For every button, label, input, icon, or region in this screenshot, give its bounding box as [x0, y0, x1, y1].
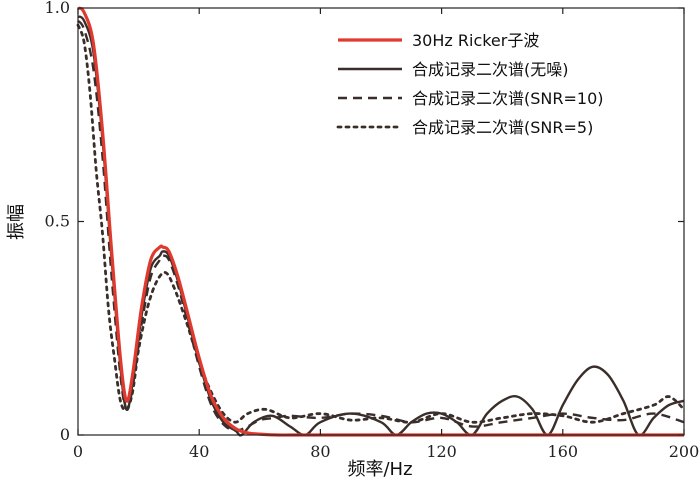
legend-label-0: 30Hz Ricker子波 [412, 31, 539, 50]
legend-label-1: 合成记录二次谱(无噪) [412, 60, 569, 79]
legend-label-2: 合成记录二次谱(SNR=10) [412, 89, 604, 108]
axes [77, 7, 685, 436]
y-tick-label: 1.0 [45, 0, 70, 17]
x-tick-label: 80 [310, 442, 330, 461]
x-tick-label: 200 [669, 442, 700, 461]
y-tick-label: 0 [60, 425, 70, 444]
series-line-0 [77, 6, 684, 437]
x-tick-label: 120 [426, 442, 457, 461]
tick-labels: 0 40 80 120 160 200 0 0.5 1.0 [45, 0, 700, 461]
series-line-3 [76, 23, 686, 424]
x-tick-label: 160 [548, 442, 579, 461]
x-tick-label: 0 [73, 442, 83, 461]
y-axis-label: 振幅 [6, 204, 27, 240]
series-line-2 [77, 19, 685, 432]
x-tick-label: 40 [189, 442, 209, 461]
legend-label-3: 合成记录二次谱(SNR=5) [412, 118, 593, 137]
series-layer [76, 6, 686, 437]
y-tick-label: 0.5 [45, 212, 70, 231]
x-axis-label: 频率/Hz [347, 459, 412, 480]
plot-frame [77, 7, 685, 436]
series-line-1 [77, 15, 685, 437]
